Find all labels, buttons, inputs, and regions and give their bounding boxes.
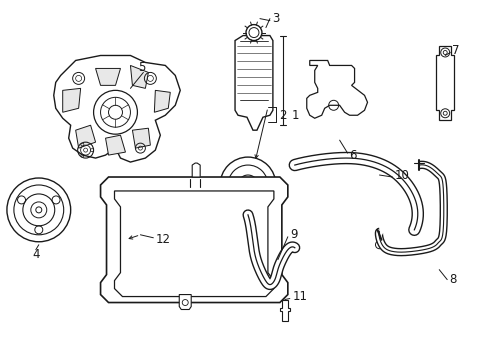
Circle shape [375,241,383,249]
Polygon shape [267,180,282,190]
Polygon shape [132,128,150,148]
Polygon shape [179,294,191,310]
Text: 6: 6 [349,149,356,162]
Text: 7: 7 [451,44,459,57]
Polygon shape [306,60,367,118]
Text: 8: 8 [448,273,456,286]
Circle shape [245,24,262,41]
Polygon shape [62,88,81,112]
Text: 5: 5 [138,61,145,74]
Circle shape [440,48,449,57]
Text: 4: 4 [33,248,40,261]
Polygon shape [154,90,170,112]
Polygon shape [114,191,273,297]
Text: 3: 3 [271,12,279,25]
Circle shape [220,157,275,213]
Circle shape [93,90,137,134]
Polygon shape [235,36,272,130]
Polygon shape [279,300,289,321]
Text: 12: 12 [155,233,170,246]
Polygon shape [105,135,125,155]
Text: 10: 10 [394,168,408,181]
Circle shape [440,109,449,118]
Circle shape [7,178,71,242]
Polygon shape [54,55,180,162]
Text: 2: 2 [278,109,286,122]
Text: 9: 9 [289,228,297,241]
Polygon shape [130,66,148,88]
Text: 1: 1 [291,109,299,122]
Text: 11: 11 [292,290,307,303]
Polygon shape [101,177,287,302]
Polygon shape [435,45,453,120]
Polygon shape [76,125,95,148]
Polygon shape [192,163,200,177]
Polygon shape [95,68,120,85]
Polygon shape [243,205,252,220]
